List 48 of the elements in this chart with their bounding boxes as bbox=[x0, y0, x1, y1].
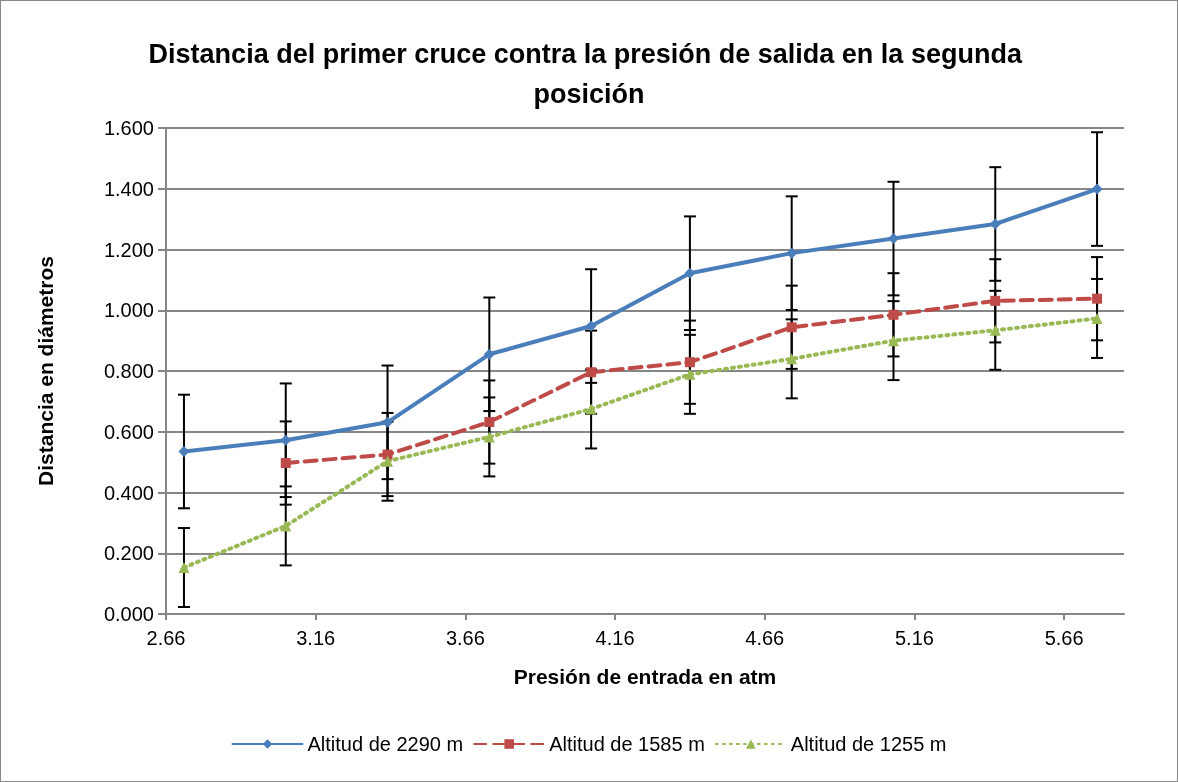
legend-label: Altitud de 1255 m bbox=[790, 733, 947, 755]
x-tick-label: 4.16 bbox=[595, 627, 635, 649]
y-tick-label: 0.800 bbox=[103, 360, 154, 382]
x-axis-title: Presión de entrada en atm bbox=[513, 665, 777, 688]
point bbox=[382, 455, 394, 467]
point bbox=[280, 434, 292, 446]
y-tick-label: 0.200 bbox=[103, 542, 154, 565]
x-tick-label: 3.16 bbox=[296, 627, 336, 649]
point bbox=[990, 295, 1001, 306]
y-tick-label: 0.400 bbox=[103, 481, 154, 504]
legend-label: Altitud de 1585 m bbox=[549, 733, 705, 755]
point bbox=[1091, 183, 1103, 195]
y-tick-label: 1.600 bbox=[103, 117, 154, 139]
point bbox=[684, 267, 696, 279]
point bbox=[1092, 293, 1103, 304]
point bbox=[887, 335, 899, 347]
point bbox=[989, 324, 1001, 336]
point bbox=[483, 348, 495, 360]
x-tick-label: 4.66 bbox=[745, 627, 785, 649]
point bbox=[586, 367, 597, 378]
y-tick-label: 1.000 bbox=[103, 299, 154, 322]
point bbox=[1091, 312, 1103, 324]
point bbox=[684, 357, 695, 368]
x-tick-label: 5.66 bbox=[1044, 627, 1084, 649]
x-tick-label: 2.66 bbox=[146, 627, 186, 649]
point bbox=[786, 353, 798, 365]
point bbox=[382, 449, 393, 460]
x-tick-label: 5.16 bbox=[894, 627, 934, 649]
y-axis-title: Distancia en diámetros bbox=[34, 256, 57, 486]
y-tick-label: 1.400 bbox=[103, 177, 154, 200]
point bbox=[888, 309, 899, 320]
point bbox=[280, 458, 291, 469]
legend-label: Altitud de 2290 m bbox=[307, 733, 464, 755]
point bbox=[178, 562, 190, 574]
point bbox=[786, 247, 798, 259]
y-tick-label: 0.000 bbox=[103, 603, 154, 625]
chart-title: Distancia del primer cruce contra la presión de salida en la segunda posición bbox=[148, 39, 1030, 109]
point bbox=[684, 368, 696, 380]
point bbox=[786, 322, 797, 333]
y-tick-label: 0.600 bbox=[103, 420, 154, 443]
point bbox=[585, 403, 597, 415]
point bbox=[484, 417, 495, 428]
point bbox=[483, 431, 495, 443]
y-tick-label: 1.200 bbox=[103, 238, 154, 261]
point bbox=[280, 520, 292, 532]
point bbox=[585, 320, 597, 332]
point bbox=[382, 416, 394, 428]
x-tick-label: 3.66 bbox=[445, 627, 485, 649]
